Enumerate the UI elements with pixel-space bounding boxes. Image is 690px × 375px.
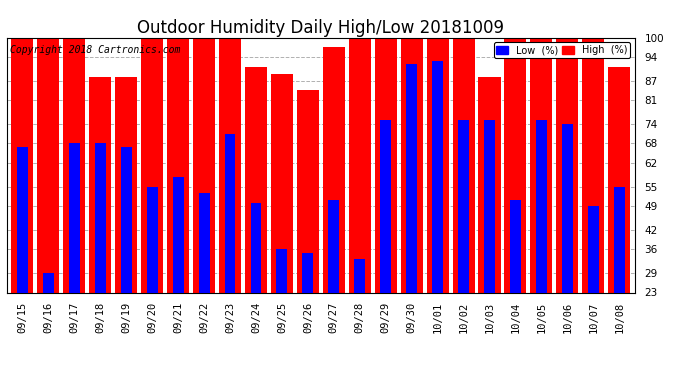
Bar <box>297 90 319 369</box>
Bar <box>172 177 184 369</box>
Bar <box>37 38 59 369</box>
Bar <box>271 74 293 369</box>
Bar <box>167 38 189 369</box>
Bar <box>458 120 469 369</box>
Bar <box>504 38 526 369</box>
Bar <box>375 38 397 369</box>
Bar <box>141 38 164 369</box>
Bar <box>277 249 287 369</box>
Bar <box>219 38 241 369</box>
Bar <box>348 38 371 369</box>
Bar <box>484 120 495 369</box>
Bar <box>531 38 553 369</box>
Bar <box>536 120 547 369</box>
Bar <box>582 38 604 369</box>
Bar <box>245 67 267 369</box>
Bar <box>323 47 345 369</box>
Bar <box>453 38 475 369</box>
Bar <box>193 38 215 369</box>
Bar <box>556 38 578 369</box>
Bar <box>588 206 599 369</box>
Bar <box>63 38 86 369</box>
Bar <box>69 144 80 369</box>
Bar <box>510 200 521 369</box>
Bar <box>250 203 262 369</box>
Bar <box>432 61 443 369</box>
Bar <box>302 253 313 369</box>
Text: Copyright 2018 Cartronics.com: Copyright 2018 Cartronics.com <box>10 45 180 55</box>
Bar <box>355 260 365 369</box>
Bar <box>328 200 339 369</box>
Bar <box>478 77 500 369</box>
Bar <box>401 38 423 369</box>
Bar <box>95 144 106 369</box>
Bar <box>224 134 235 369</box>
Bar <box>115 77 137 369</box>
Bar <box>12 38 34 369</box>
Bar <box>614 186 624 369</box>
Bar <box>121 147 132 369</box>
Legend: Low  (%), High  (%): Low (%), High (%) <box>493 42 630 58</box>
Bar <box>43 273 54 369</box>
Bar <box>406 64 417 369</box>
Bar <box>380 120 391 369</box>
Bar <box>89 77 111 369</box>
Bar <box>562 124 573 369</box>
Bar <box>426 38 449 369</box>
Bar <box>17 147 28 369</box>
Bar <box>608 67 630 369</box>
Bar <box>199 193 210 369</box>
Title: Outdoor Humidity Daily High/Low 20181009: Outdoor Humidity Daily High/Low 20181009 <box>137 20 504 38</box>
Bar <box>147 186 157 369</box>
